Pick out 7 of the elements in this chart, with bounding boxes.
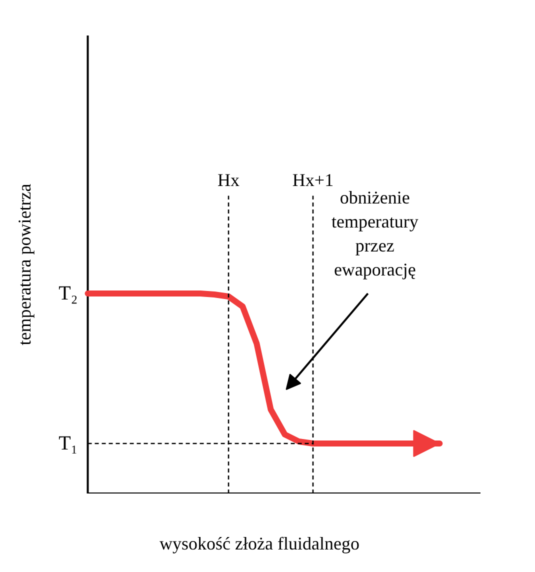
ref-line-label: T₁ (58, 432, 78, 454)
x-tick-label: Hx (218, 170, 240, 190)
x-axis-title: wysokość złoża fluidalnego (160, 534, 360, 554)
x-tick-label: Hx+1 (292, 170, 334, 190)
text: T₂ (58, 282, 78, 304)
text: obniżenie temperatury przez ewaporację (331, 188, 418, 280)
y-axis-title: temperatura powietrza (14, 184, 34, 346)
